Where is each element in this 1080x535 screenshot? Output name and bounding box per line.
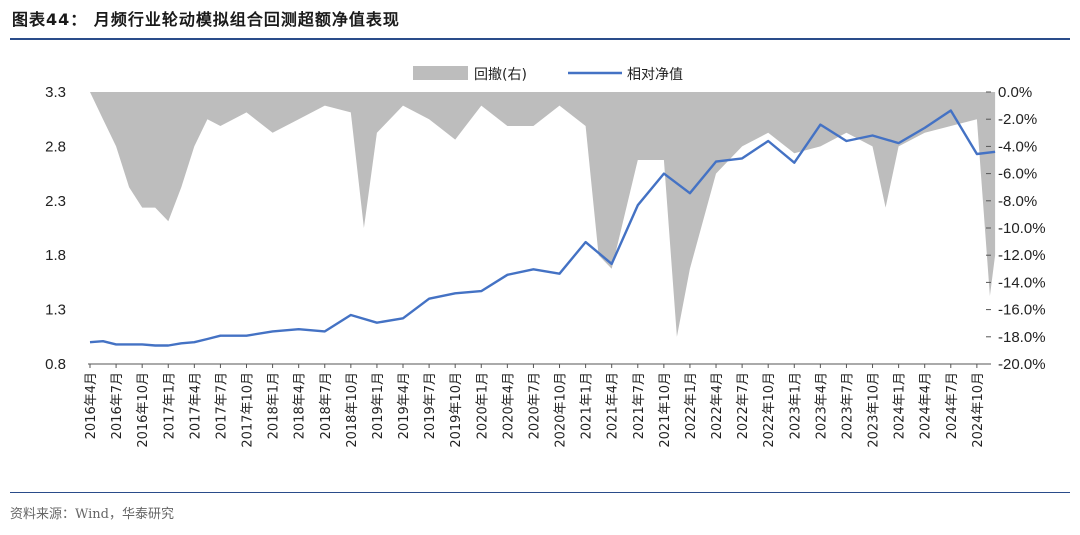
x-tick-label: 2021年4月 [606,372,621,439]
x-tick-label: 2020年7月 [527,372,542,439]
x-tick-label: 2018年4月 [293,372,308,439]
right-tick-label: -2.0% [998,111,1037,128]
left-tick-label: 1.8 [45,247,66,264]
x-tick-label: 2023年10月 [867,372,882,448]
x-tick-label: 2023年1月 [788,372,803,439]
axes-layer: 0.8 1.3 1.8 2.3 2.8 3.3 0.0% -2.0% -4.0% -6.0% -8.… [45,84,1045,448]
legend-nav-label: 相对净值 [627,67,683,83]
x-tick-label: 2016年7月 [110,372,125,439]
x-tick-label: 2017年10月 [241,372,256,448]
left-tick-label: 3.3 [45,84,66,101]
drawdown-area-layer [90,92,996,337]
chart-title: 图表44： 月频行业轮动模拟组合回测超额净值表现 [12,10,400,29]
left-tick-label: 0.8 [45,356,66,373]
nav-line-layer [89,109,996,347]
left-tick-label: 1.3 [45,302,66,319]
right-tick-label: -6.0% [998,166,1037,183]
drawdown-area [90,92,996,337]
legend: 回撤(右) 相对净值 [413,66,683,83]
right-tick-label: -12.0% [998,247,1046,264]
x-tick-label: 2018年1月 [267,372,282,439]
x-tick-label: 2019年10月 [449,372,464,448]
x-tick-label: 2018年10月 [345,372,360,448]
x-tick-label: 2024年4月 [919,372,934,439]
x-tick-label: 2019年7月 [423,372,438,439]
right-tick-label: -4.0% [998,138,1037,155]
left-tick-label: 2.3 [45,193,66,210]
x-tick-label: 2017年4月 [188,372,203,439]
x-tick-label: 2022年7月 [736,372,751,439]
x-tick-label: 2024年10月 [971,372,986,448]
x-tick-label: 2020年10月 [554,372,569,448]
x-tick-label: 2017年7月 [214,372,229,439]
x-tick-label: 2024年1月 [893,372,908,439]
right-tick-label: 0.0% [998,84,1032,101]
x-tick-label: 2022年10月 [762,372,777,448]
x-tick-label: 2022年4月 [710,372,725,439]
x-tick-label: 2020年1月 [475,372,490,439]
bottom-divider [10,492,1070,493]
top-divider [10,38,1070,40]
x-tick-label: 2016年4月 [84,372,99,439]
right-tick-label: -18.0% [998,329,1046,346]
nav-line [89,109,996,347]
x-tick-label: 2023年4月 [814,372,829,439]
x-tick-label: 2024年7月 [945,372,960,439]
x-tick-label: 2019年4月 [397,372,412,439]
x-tick-label: 2019年1月 [371,372,386,439]
legend-drawdown-swatch [413,66,468,80]
chart: 0.8 1.3 1.8 2.3 2.8 3.3 0.0% -2.0% -4.0% -6.0% -8.… [45,66,1046,448]
right-tick-label: -14.0% [998,274,1046,291]
right-tick-label: -16.0% [998,302,1046,319]
right-tick-label: -10.0% [998,220,1046,237]
source-note: 资料来源：Wind，华泰研究 [10,507,174,522]
left-tick-label: 2.8 [45,138,66,155]
x-tick-label: 2023年7月 [840,372,855,439]
x-tick-label: 2022年1月 [684,372,699,439]
x-tick-label: 2021年10月 [658,372,673,448]
x-tick-label: 2020年4月 [501,372,516,439]
legend-drawdown-label: 回撤(右) [474,67,527,83]
x-tick-label: 2016年10月 [136,372,151,448]
right-tick-label: -20.0% [998,356,1046,373]
right-tick-label: -8.0% [998,193,1037,210]
x-tick-label: 2018年7月 [319,372,334,439]
x-tick-label: 2021年7月 [632,372,647,439]
x-tick-label: 2017年1月 [162,372,177,439]
x-tick-label: 2021年1月 [580,372,595,439]
